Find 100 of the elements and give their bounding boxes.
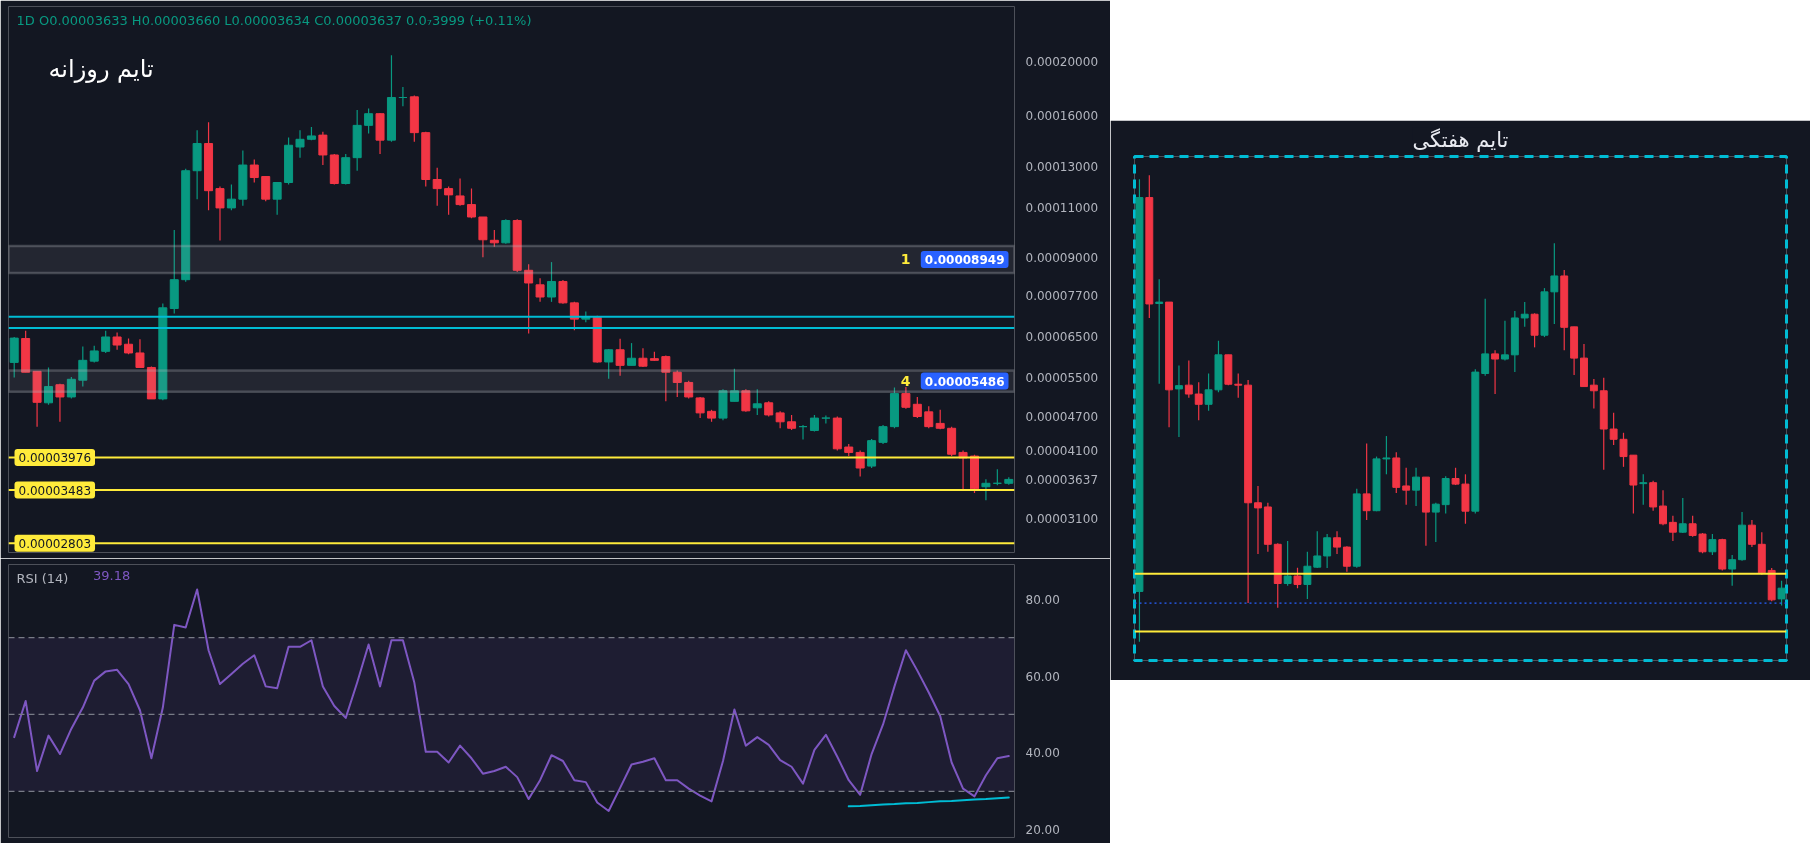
candlestick bbox=[455, 177, 465, 207]
band-label: 1 bbox=[900, 251, 911, 268]
candlestick bbox=[1303, 551, 1312, 600]
y-tick-label: 0.00007700 bbox=[1025, 288, 1099, 303]
y-tick-label: 0.00004100 bbox=[1025, 443, 1099, 458]
y-tick-label: 0.00003637 bbox=[1025, 472, 1099, 487]
candlestick bbox=[215, 185, 225, 242]
candlestick bbox=[1678, 497, 1687, 534]
candlestick bbox=[1747, 519, 1756, 548]
candlestick bbox=[1481, 298, 1490, 377]
candlestick bbox=[1342, 545, 1351, 573]
candlestick bbox=[1333, 530, 1341, 555]
band-label: 4 bbox=[900, 373, 911, 390]
candlestick bbox=[1234, 372, 1243, 399]
candlestick bbox=[1491, 349, 1500, 395]
candlestick bbox=[661, 354, 671, 402]
candlestick bbox=[615, 338, 625, 377]
candlestick bbox=[1155, 278, 1164, 385]
candlestick bbox=[1530, 312, 1539, 348]
candlestick bbox=[364, 107, 374, 135]
y-tick-label: 0.00006500 bbox=[1025, 330, 1099, 345]
candlestick bbox=[1550, 242, 1559, 325]
candlestick bbox=[1362, 442, 1371, 521]
candlestick bbox=[558, 279, 568, 305]
candlestick bbox=[1431, 502, 1440, 543]
text: 1D O0.00003633 H0.00003660 L0.00003634 C0.00003637 0.0₇3999 (+0.11%) bbox=[16, 12, 532, 28]
candlestick bbox=[318, 131, 328, 166]
y-tick-label: 20.00 bbox=[1025, 823, 1060, 838]
y-tick-label: 0.00020000 bbox=[1025, 54, 1099, 69]
candlestick bbox=[1184, 359, 1193, 399]
candlestick bbox=[295, 129, 305, 159]
y-tick-label: 0.00005500 bbox=[1025, 371, 1099, 386]
line-series bbox=[847, 796, 1010, 808]
candlestick bbox=[1293, 567, 1302, 589]
candlestick bbox=[878, 424, 888, 445]
candlestick bbox=[1412, 467, 1420, 507]
candlestick bbox=[135, 338, 145, 369]
candlestick bbox=[901, 386, 911, 410]
candlestick bbox=[1194, 381, 1203, 421]
candlestick bbox=[821, 414, 831, 424]
candlestick bbox=[1382, 435, 1391, 475]
y-tick-label: 40.00 bbox=[1025, 746, 1060, 761]
ref-line-label: 0.00002803 bbox=[18, 536, 92, 551]
candlestick bbox=[1313, 530, 1322, 569]
line-series bbox=[13, 588, 1010, 812]
candlestick bbox=[924, 405, 934, 429]
candlestick bbox=[672, 369, 682, 398]
candlestick bbox=[524, 263, 534, 335]
candlestick bbox=[1728, 554, 1737, 587]
candlestick bbox=[444, 185, 454, 216]
candlestick bbox=[729, 368, 739, 402]
y-tick-label: 0.00011000 bbox=[1025, 201, 1099, 216]
candlestick bbox=[1668, 515, 1677, 542]
candlestick bbox=[1639, 473, 1648, 506]
annotation: 0.00005486 bbox=[924, 374, 1005, 389]
candlestick bbox=[226, 183, 236, 211]
y-tick-label: 0.00009000 bbox=[1025, 250, 1099, 265]
candlestick bbox=[261, 175, 271, 202]
y-tick-label: 80.00 bbox=[1025, 592, 1060, 607]
candlestick bbox=[752, 388, 762, 416]
candlestick bbox=[1520, 301, 1529, 328]
candlestick bbox=[1659, 489, 1667, 526]
candlestick bbox=[272, 181, 282, 216]
candlestick bbox=[1204, 372, 1213, 412]
ref-line-label: 0.00003976 bbox=[18, 451, 92, 466]
candlestick bbox=[912, 396, 922, 419]
candlestick bbox=[741, 388, 751, 413]
candlestick bbox=[55, 383, 65, 423]
candlestick bbox=[466, 188, 476, 219]
text: تایم روزانه bbox=[48, 54, 154, 83]
annotation: 0.00008949 bbox=[924, 252, 1005, 267]
y-tick-label: 0.00016000 bbox=[1025, 109, 1099, 124]
y-tick-label: 60.00 bbox=[1025, 669, 1060, 684]
candlestick bbox=[249, 158, 259, 184]
candlestick bbox=[1175, 364, 1183, 438]
candlestick bbox=[78, 345, 88, 388]
candlestick bbox=[1283, 540, 1292, 587]
candlestick bbox=[1402, 467, 1411, 506]
chart-title: تایم هفتگی bbox=[1412, 127, 1509, 153]
ref-line-label: 0.00003483 bbox=[18, 483, 92, 498]
y-tick-label: 0.00013000 bbox=[1025, 160, 1099, 175]
annotation: 39.18 bbox=[92, 567, 131, 583]
candlestick bbox=[604, 348, 614, 380]
candlestick bbox=[101, 330, 111, 354]
candlestick bbox=[981, 478, 991, 501]
candlestick bbox=[547, 261, 557, 303]
candlestick bbox=[501, 218, 511, 245]
candlestick bbox=[1708, 533, 1717, 556]
candlestick bbox=[1589, 378, 1598, 410]
candlestick bbox=[478, 216, 488, 258]
y-tick-label: 0.00004700 bbox=[1025, 410, 1099, 425]
candlestick bbox=[627, 342, 637, 366]
candlestick bbox=[1254, 485, 1262, 555]
y-tick-label: 0.00003100 bbox=[1025, 512, 1099, 527]
text: RSI (14) bbox=[16, 570, 69, 586]
candlestick bbox=[1777, 580, 1786, 607]
candlestick bbox=[432, 167, 442, 207]
candlestick bbox=[44, 366, 54, 406]
candlestick bbox=[535, 277, 545, 303]
candlestick bbox=[1323, 533, 1332, 569]
